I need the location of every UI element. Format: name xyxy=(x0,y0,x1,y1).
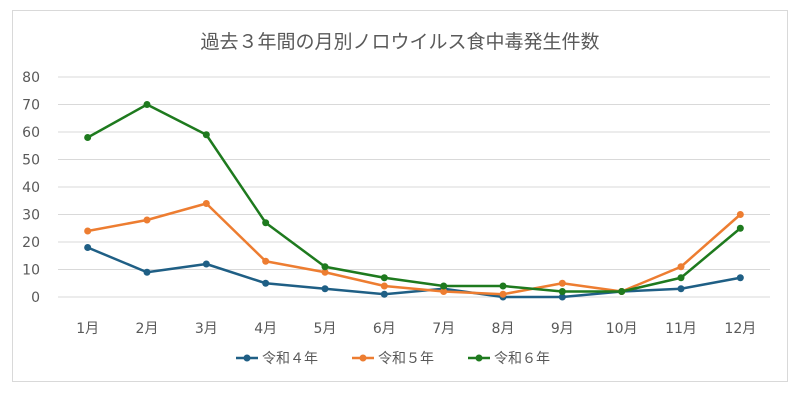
x-tick-label: 4月 xyxy=(254,321,277,337)
data-point xyxy=(84,134,92,141)
data-point xyxy=(143,268,151,276)
x-tick-label: 8月 xyxy=(492,321,515,337)
x-tick-label: 9月 xyxy=(551,321,574,337)
legend-marker xyxy=(359,354,367,362)
data-point xyxy=(84,244,92,251)
data-point xyxy=(380,282,388,290)
data-point xyxy=(380,290,388,298)
y-tick-label: 80 xyxy=(22,70,40,86)
y-tick-label: 60 xyxy=(22,125,40,141)
data-point xyxy=(440,288,448,295)
y-tick-label: 50 xyxy=(22,153,40,169)
x-tick-label: 7月 xyxy=(432,321,455,337)
data-point xyxy=(143,216,151,224)
data-point xyxy=(440,282,448,290)
chart-title: 過去３年間の月別ノロウイルス食中毒発生件数 xyxy=(200,31,599,53)
x-tick-label: 6月 xyxy=(373,321,396,337)
x-tick-label: 12月 xyxy=(724,321,756,337)
data-point xyxy=(618,288,626,295)
data-point xyxy=(321,268,329,276)
data-point xyxy=(84,227,92,235)
series-line xyxy=(87,246,741,299)
data-point xyxy=(558,279,566,287)
data-point xyxy=(736,224,744,232)
legend-marker xyxy=(243,354,251,362)
data-point xyxy=(677,274,685,282)
x-tick-label: 1月 xyxy=(76,321,99,337)
legend-label: 令和６年 xyxy=(494,351,550,367)
x-tick-label: 5月 xyxy=(314,321,337,337)
legend-label: 令和５年 xyxy=(378,351,434,367)
y-tick-label: 30 xyxy=(22,208,40,224)
data-point xyxy=(321,263,329,271)
y-tick-label: 10 xyxy=(22,263,40,279)
x-tick-label: 2月 xyxy=(136,321,159,337)
data-point xyxy=(202,260,210,268)
data-point xyxy=(143,101,151,108)
data-point xyxy=(677,285,685,293)
series-line xyxy=(87,103,742,293)
data-point xyxy=(558,288,566,295)
chart-frame xyxy=(12,10,788,382)
data-point xyxy=(380,274,388,282)
legend-marker xyxy=(475,354,483,362)
y-tick-label: 40 xyxy=(22,180,40,196)
data-point xyxy=(736,211,744,218)
x-tick-label: 3月 xyxy=(195,321,218,337)
data-point xyxy=(202,131,210,139)
legend-label: 令和４年 xyxy=(262,351,318,367)
data-point xyxy=(558,293,566,301)
data-point xyxy=(202,200,210,207)
y-tick-label: 0 xyxy=(31,290,40,306)
data-point xyxy=(262,279,270,287)
series-line xyxy=(87,202,742,296)
data-point xyxy=(677,263,685,271)
data-point xyxy=(262,219,270,227)
x-tick-label: 10月 xyxy=(606,321,638,337)
data-point xyxy=(736,274,744,282)
data-point xyxy=(499,290,507,298)
y-tick-label: 70 xyxy=(22,98,40,114)
data-point xyxy=(321,285,329,293)
y-tick-label: 20 xyxy=(22,235,40,251)
data-point xyxy=(499,282,507,290)
x-tick-label: 11月 xyxy=(665,321,697,337)
data-point xyxy=(262,257,270,265)
